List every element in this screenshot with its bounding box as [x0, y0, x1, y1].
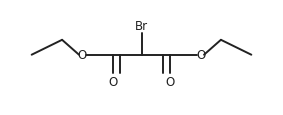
Text: O: O	[165, 76, 174, 89]
Text: Br: Br	[135, 20, 148, 33]
Text: O: O	[78, 49, 87, 62]
Text: O: O	[109, 76, 118, 89]
Text: O: O	[196, 49, 205, 62]
